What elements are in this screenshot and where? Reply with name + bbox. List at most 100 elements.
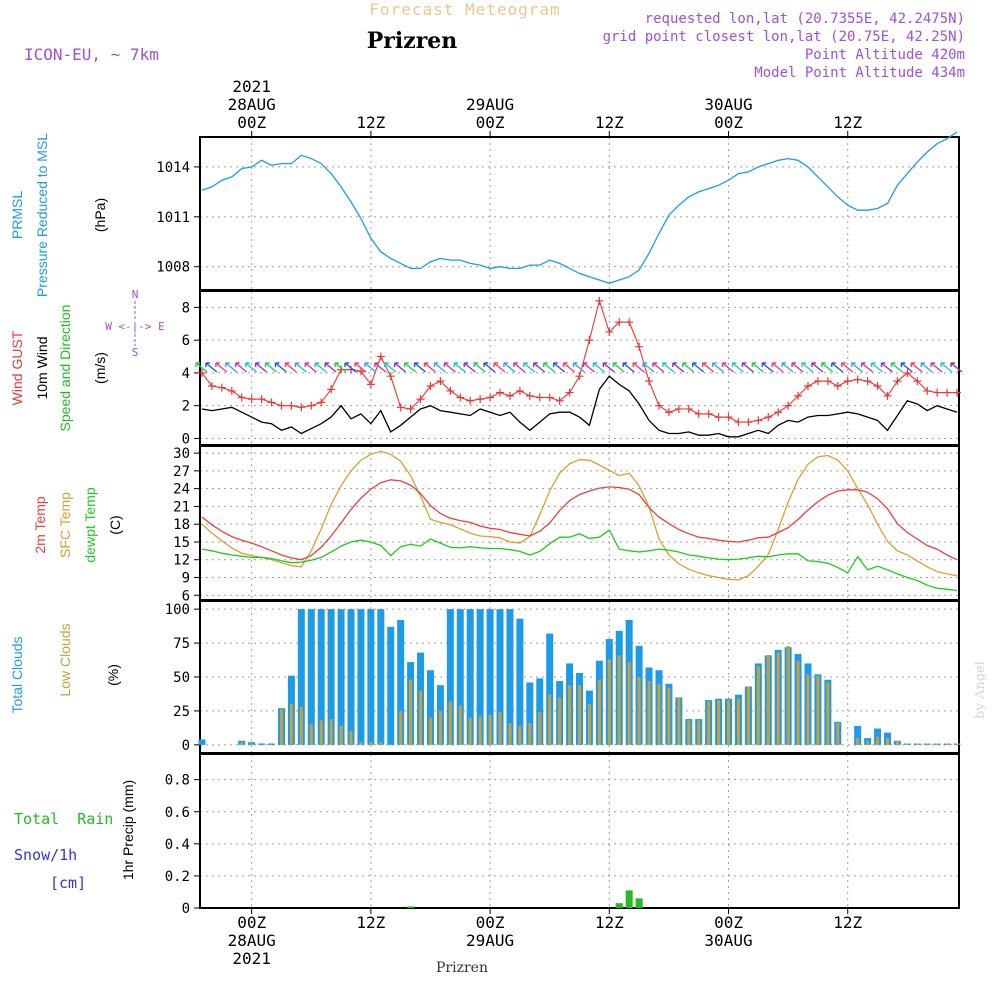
time-label: 12Z — [356, 913, 385, 932]
low-cloud-bar — [498, 712, 502, 745]
wind-direction-arrow — [950, 362, 963, 373]
time-label: 29AUG — [466, 931, 514, 950]
low-cloud-bar — [935, 743, 939, 745]
gust-marker — [664, 408, 673, 417]
wind-direction-arrow — [721, 362, 734, 373]
total-cloud-bar — [377, 609, 385, 745]
gust-marker — [505, 391, 514, 400]
ytick-label: 21 — [173, 499, 190, 515]
rain-bar — [615, 903, 623, 908]
time-label: 00Z — [714, 113, 743, 132]
wind-direction-arrow — [761, 362, 774, 373]
wind-direction-arrow — [443, 362, 456, 373]
wind-direction-arrow — [632, 362, 645, 373]
ytick-label: 12 — [173, 553, 190, 569]
snow-unit-label: [cm] — [50, 874, 86, 892]
wind-direction-arrow — [503, 362, 516, 373]
wind-direction-arrow — [244, 362, 258, 373]
low-cloud-bar — [329, 719, 333, 745]
time-label: 00Z — [237, 913, 266, 932]
low-cloud-bar — [955, 743, 959, 745]
low-cloud-bar — [379, 742, 383, 745]
time-label: 00Z — [237, 113, 266, 132]
total-cloud-bar — [297, 609, 305, 745]
total-cloud-bar — [526, 682, 534, 745]
gust-marker — [833, 382, 842, 391]
wind-direction-arrow — [890, 362, 903, 373]
low-cloud-bar — [488, 715, 492, 745]
wind-direction-arrow — [692, 362, 705, 373]
wind-direction-arrow — [473, 362, 486, 373]
ytick-label: 100 — [165, 602, 190, 618]
wind-direction-arrow — [910, 362, 923, 373]
wind-direction-arrow — [254, 362, 268, 373]
wind-direction-arrow — [284, 362, 297, 373]
low-cloud-bar — [905, 743, 909, 745]
low-cloud-bar — [856, 738, 860, 745]
low-cloud-bar — [508, 723, 512, 745]
wind-direction-arrow — [403, 362, 417, 373]
wind-direction-arrow — [751, 362, 764, 373]
low-cloud-bar — [419, 690, 423, 745]
ytick-label: 24 — [173, 482, 190, 498]
low-cloud-bar — [687, 720, 691, 745]
wind-direction-arrow — [731, 362, 744, 373]
wind-direction-arrow — [791, 362, 804, 373]
total-cloud-bar — [476, 609, 484, 745]
low-cloud-bar — [369, 742, 373, 745]
ytick-label: 6 — [182, 588, 190, 604]
location-title: Prizren — [367, 28, 458, 54]
wind-direction-arrow — [423, 362, 436, 373]
ytick-label: 25 — [173, 704, 190, 720]
gust-marker — [277, 401, 286, 410]
requested-coords: requested lon,lat (20.7355E, 42.2475N) — [645, 11, 965, 27]
wind-speed-label: 10m Wind — [34, 336, 50, 399]
wind-direction-arrow — [870, 362, 883, 373]
gust-marker — [426, 382, 435, 391]
wind-direction-arrow — [642, 362, 655, 373]
gust-marker — [217, 383, 226, 392]
total-cloud-bar — [347, 609, 355, 745]
low-cloud-bar — [428, 717, 432, 745]
wind-direction-arrow — [672, 362, 685, 373]
rain-bar — [407, 906, 415, 908]
gust-marker — [376, 352, 385, 361]
wind-direction-arrow — [831, 362, 844, 373]
grid-point-coords: grid point closest lon,lat (20.75E, 42.2… — [603, 29, 965, 45]
gust-marker — [704, 409, 713, 418]
ytick-label: 75 — [173, 636, 190, 652]
wind-direction-arrow — [393, 362, 407, 373]
total-cloud-bar — [466, 609, 474, 745]
wind-direction-arrow — [344, 362, 357, 373]
total-cloud-bar — [268, 743, 276, 745]
wind-direction-arrow — [304, 362, 317, 373]
gust-marker — [466, 396, 475, 405]
ytick-label: 27 — [173, 464, 190, 480]
gust-marker — [714, 413, 723, 422]
time-label: 12Z — [833, 913, 862, 932]
gust-marker — [297, 403, 306, 412]
pressure-label-1: PRMSL — [9, 191, 25, 239]
low-clouds-label: Low Clouds — [57, 623, 73, 696]
wind-direction-arrow — [552, 362, 566, 373]
low-cloud-bar — [448, 701, 452, 745]
gust-marker — [764, 413, 773, 422]
low-cloud-bar — [766, 655, 770, 745]
wind-direction-arrow — [463, 362, 476, 373]
wind-direction-arrow — [850, 362, 864, 373]
total-cloud-bar — [307, 609, 315, 745]
panel-0: 1008 1011 1014 — [156, 131, 960, 291]
gust-marker — [496, 388, 505, 397]
total-cloud-bar — [337, 609, 345, 745]
panels: 1008101110140246869121518212427300255075… — [156, 131, 963, 917]
dewpt-label: dewpt Temp — [82, 487, 98, 562]
low-cloud-bar — [885, 738, 889, 745]
gust-marker — [446, 386, 455, 395]
wind-direction-arrow — [652, 362, 665, 373]
wind-direction-arrow — [811, 362, 824, 373]
total-cloud-bar — [387, 626, 395, 745]
low-cloud-bar — [786, 645, 790, 745]
low-cloud-bar — [468, 717, 472, 745]
gust-marker — [565, 388, 574, 397]
